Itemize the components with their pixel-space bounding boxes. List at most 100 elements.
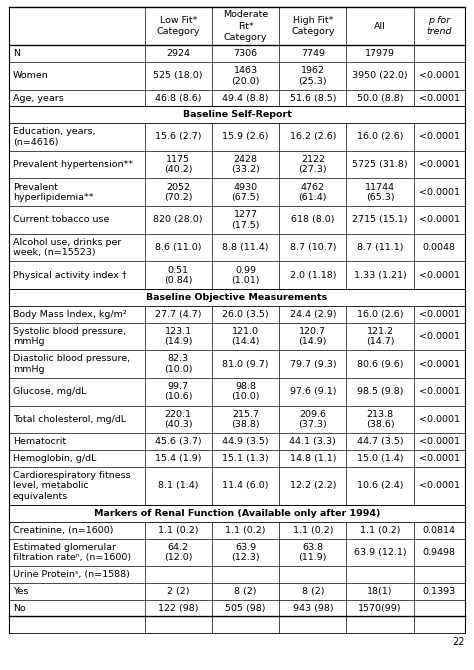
Text: 50.0 (8.8): 50.0 (8.8)	[357, 94, 403, 103]
Text: 82.3
(10.0): 82.3 (10.0)	[164, 354, 192, 374]
Text: Prevalent
hyperlipidemia**: Prevalent hyperlipidemia**	[13, 183, 93, 202]
Text: 123.1
(14.9): 123.1 (14.9)	[164, 327, 192, 346]
Text: Alcohol use, drinks per
week, (n=15523): Alcohol use, drinks per week, (n=15523)	[13, 238, 121, 257]
Text: <0.0001: <0.0001	[419, 271, 460, 280]
Text: 79.7 (9.3): 79.7 (9.3)	[290, 360, 336, 368]
Text: 44.7 (3.5): 44.7 (3.5)	[357, 437, 403, 446]
Text: 8.7 (10.7): 8.7 (10.7)	[290, 243, 336, 252]
Text: 15.1 (1.3): 15.1 (1.3)	[222, 454, 269, 463]
Text: 44.9 (3.5): 44.9 (3.5)	[222, 437, 269, 446]
Text: 2428
(33.2): 2428 (33.2)	[231, 155, 260, 174]
Text: Low Fit*
Category: Low Fit* Category	[156, 16, 200, 36]
Text: 7306: 7306	[234, 49, 257, 58]
Text: 1962
(25.3): 1962 (25.3)	[299, 66, 327, 86]
Text: 121.2
(14.7): 121.2 (14.7)	[366, 327, 394, 346]
Text: 618 (8.0): 618 (8.0)	[291, 216, 335, 224]
Text: 0.99
(1.01): 0.99 (1.01)	[231, 265, 260, 285]
Text: No: No	[13, 604, 26, 612]
Text: 18(1): 18(1)	[367, 587, 393, 596]
Text: 26.0 (3.5): 26.0 (3.5)	[222, 310, 269, 319]
Text: 17979: 17979	[365, 49, 395, 58]
Text: <0.0001: <0.0001	[419, 415, 460, 424]
Text: 505 (98): 505 (98)	[225, 604, 266, 612]
Text: 44.1 (3.3): 44.1 (3.3)	[290, 437, 336, 446]
Text: 99.7
(10.6): 99.7 (10.6)	[164, 382, 192, 401]
Text: 63.9 (12.1): 63.9 (12.1)	[354, 548, 407, 557]
Text: Prevalent hypertension**: Prevalent hypertension**	[13, 160, 133, 169]
Text: p for: p for	[428, 16, 450, 25]
Text: Hematocrit: Hematocrit	[13, 437, 66, 446]
Text: 525 (18.0): 525 (18.0)	[154, 72, 203, 80]
Text: 22: 22	[452, 636, 465, 647]
Text: Glucose, mg/dL: Glucose, mg/dL	[13, 387, 86, 396]
Text: Total cholesterol, mg/dL: Total cholesterol, mg/dL	[13, 415, 126, 424]
Text: Urine Proteinˢ, (n=1588): Urine Proteinˢ, (n=1588)	[13, 570, 130, 579]
Text: 1463
(20.0): 1463 (20.0)	[231, 66, 260, 86]
Text: 5725 (31.8): 5725 (31.8)	[352, 160, 408, 169]
Text: Current tobacco use: Current tobacco use	[13, 216, 109, 224]
Text: 45.6 (3.7): 45.6 (3.7)	[155, 437, 201, 446]
Text: 0.0814: 0.0814	[423, 526, 456, 535]
Text: <0.0001: <0.0001	[419, 216, 460, 224]
Text: 81.0 (9.7): 81.0 (9.7)	[222, 360, 269, 368]
Text: Physical activity index †: Physical activity index †	[13, 271, 127, 280]
Text: 8.6 (11.0): 8.6 (11.0)	[155, 243, 201, 252]
Text: 3950 (22.0): 3950 (22.0)	[352, 72, 408, 80]
Text: <0.0001: <0.0001	[419, 160, 460, 169]
Text: 1.1 (0.2): 1.1 (0.2)	[292, 526, 333, 535]
Text: N: N	[13, 49, 20, 58]
Text: 7749: 7749	[301, 49, 325, 58]
Text: 10.6 (2.4): 10.6 (2.4)	[357, 482, 403, 490]
Text: 0.51
(0.84): 0.51 (0.84)	[164, 265, 192, 285]
Text: Moderate
Fit*
Category: Moderate Fit* Category	[223, 11, 268, 42]
Text: 8 (2): 8 (2)	[301, 587, 324, 596]
Text: <0.0001: <0.0001	[419, 360, 460, 368]
Text: Age, years: Age, years	[13, 94, 64, 103]
Text: 27.7 (4.7): 27.7 (4.7)	[155, 310, 201, 319]
Text: 0.1393: 0.1393	[422, 587, 456, 596]
Text: Markers of Renal Function (Available only after 1994): Markers of Renal Function (Available onl…	[94, 509, 380, 518]
Text: All: All	[374, 21, 386, 31]
Text: 8.8 (11.4): 8.8 (11.4)	[222, 243, 269, 252]
Text: Cardiorespiratory fitness
level, metabolic
equivalents: Cardiorespiratory fitness level, metabol…	[13, 471, 130, 501]
Text: 215.7
(38.8): 215.7 (38.8)	[231, 409, 260, 429]
Text: 1.33 (1.21): 1.33 (1.21)	[354, 271, 407, 280]
Text: Systolic blood pressure,
mmHg: Systolic blood pressure, mmHg	[13, 327, 126, 346]
Text: <0.0001: <0.0001	[419, 454, 460, 463]
Text: Creatinine, (n=1600): Creatinine, (n=1600)	[13, 526, 113, 535]
Text: 0.9498: 0.9498	[423, 548, 456, 557]
Text: <0.0001: <0.0001	[419, 94, 460, 103]
Text: 11.4 (6.0): 11.4 (6.0)	[222, 482, 269, 490]
Text: 1.1 (0.2): 1.1 (0.2)	[225, 526, 266, 535]
Text: 15.0 (1.4): 15.0 (1.4)	[357, 454, 403, 463]
Text: Baseline Objective Measurements: Baseline Objective Measurements	[146, 293, 328, 302]
Text: 11744
(65.3): 11744 (65.3)	[365, 183, 395, 202]
Text: Baseline Self-Report: Baseline Self-Report	[182, 111, 292, 119]
Text: 0.0048: 0.0048	[423, 243, 456, 252]
Text: 2122
(27.3): 2122 (27.3)	[299, 155, 327, 174]
Text: 213.8
(38.6): 213.8 (38.6)	[366, 409, 394, 429]
Text: 14.8 (1.1): 14.8 (1.1)	[290, 454, 336, 463]
Text: 2 (2): 2 (2)	[167, 587, 190, 596]
Text: 2052
(70.2): 2052 (70.2)	[164, 183, 192, 202]
Text: 63.8
(11.9): 63.8 (11.9)	[299, 543, 327, 562]
Text: 49.4 (8.8): 49.4 (8.8)	[222, 94, 269, 103]
Text: 1.1 (0.2): 1.1 (0.2)	[158, 526, 199, 535]
Text: 8.1 (1.4): 8.1 (1.4)	[158, 482, 199, 490]
Text: Education, years,
(n=4616): Education, years, (n=4616)	[13, 127, 95, 147]
Text: 1.1 (0.2): 1.1 (0.2)	[360, 526, 401, 535]
Text: <0.0001: <0.0001	[419, 310, 460, 319]
Text: 1570(99): 1570(99)	[358, 604, 402, 612]
Text: 122 (98): 122 (98)	[158, 604, 199, 612]
Text: 2715 (15.1): 2715 (15.1)	[352, 216, 408, 224]
Text: 16.0 (2.6): 16.0 (2.6)	[357, 310, 403, 319]
Text: 209.6
(37.3): 209.6 (37.3)	[299, 409, 327, 429]
Text: 15.6 (2.7): 15.6 (2.7)	[155, 133, 201, 141]
Text: Diastolic blood pressure,
mmHg: Diastolic blood pressure, mmHg	[13, 354, 130, 374]
Text: 97.6 (9.1): 97.6 (9.1)	[290, 387, 336, 396]
Text: 51.6 (8.5): 51.6 (8.5)	[290, 94, 336, 103]
Text: 2924: 2924	[166, 49, 190, 58]
Text: <0.0001: <0.0001	[419, 133, 460, 141]
Text: 16.0 (2.6): 16.0 (2.6)	[357, 133, 403, 141]
Text: 12.2 (2.2): 12.2 (2.2)	[290, 482, 336, 490]
